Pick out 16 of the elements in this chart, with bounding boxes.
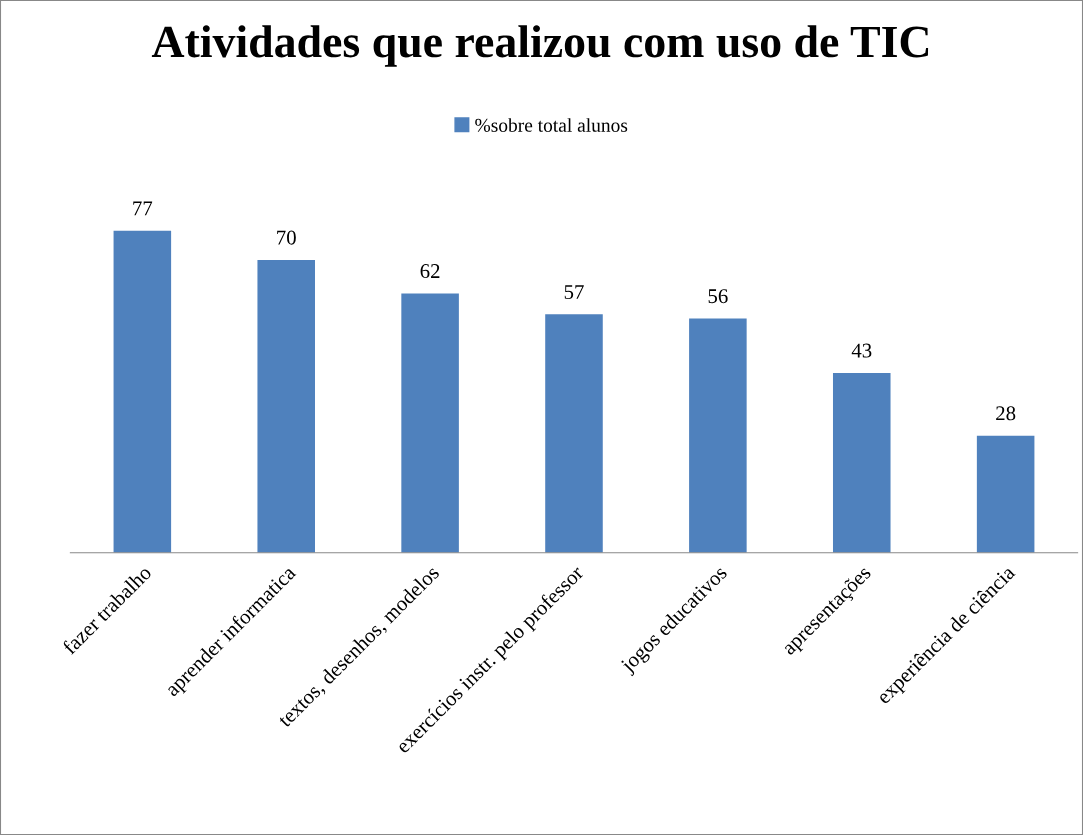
legend-label: %sobre total alunos [475,118,628,132]
data-label: 57 [564,285,584,300]
bar [832,372,891,553]
bar [401,293,459,553]
bar [976,435,1035,553]
data-label: 77 [133,201,153,216]
data-label: 62 [420,264,440,279]
bar [113,230,172,553]
data-label: 43 [851,343,872,358]
bar [257,260,315,553]
chart-title: Atividades que realizou com uso de TIC [151,25,929,67]
data-label: 28 [996,406,1016,421]
data-label: 70 [277,230,296,245]
data-label: 56 [708,289,728,304]
bar [689,318,747,553]
bar [545,314,603,553]
